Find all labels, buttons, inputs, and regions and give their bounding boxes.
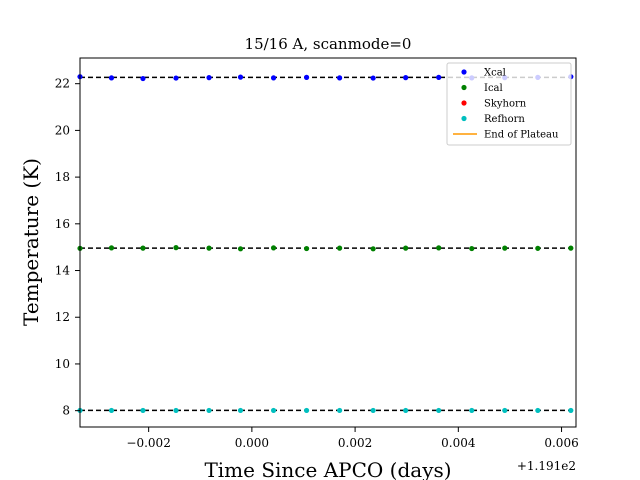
point-xcal-8 <box>337 75 343 81</box>
y-tick-label: 18 <box>55 170 70 184</box>
point-ical-1 <box>108 245 115 251</box>
point-refhorn-11 <box>436 407 442 414</box>
point-xcal-1 <box>108 75 115 81</box>
point-refhorn-7 <box>303 407 310 414</box>
legend-marker-refhorn <box>461 115 467 122</box>
x-axis-ticks: −0.002 0.000 0.002 0.004 0.006 <box>126 427 579 450</box>
legend-label: Skyhorn <box>484 99 527 110</box>
y-tick-label: 12 <box>55 310 70 324</box>
point-refhorn-8 <box>337 407 343 414</box>
point-ical-7 <box>303 245 310 252</box>
reference-lines <box>80 76 576 412</box>
y-tick-label: 22 <box>55 77 70 91</box>
point-xcal-10 <box>403 75 409 81</box>
point-ical-13 <box>502 245 508 251</box>
point-refhorn-3 <box>173 407 179 414</box>
y-tick-label: 10 <box>55 357 70 371</box>
point-xcal-11 <box>436 74 442 80</box>
point-refhorn-12 <box>469 407 475 414</box>
point-xcal-9 <box>370 75 376 81</box>
point-xcal-6 <box>270 75 277 81</box>
point-refhorn-1 <box>108 407 115 414</box>
point-ical-10 <box>403 245 409 251</box>
point-ical-11 <box>436 245 442 251</box>
point-refhorn-15 <box>568 407 574 414</box>
legend-label: Refhorn <box>484 114 525 125</box>
point-ical-12 <box>469 245 475 252</box>
legend-marker-skyhorn <box>461 100 467 106</box>
point-refhorn-5 <box>237 407 244 414</box>
x-tick-label: 0.000 <box>235 436 269 450</box>
point-ical-9 <box>370 246 376 252</box>
legend-marker-xcal <box>461 69 467 75</box>
point-refhorn-10 <box>403 407 409 414</box>
point-ical-15 <box>568 245 574 251</box>
legend-label: End of Plateau <box>484 130 559 141</box>
point-refhorn-6 <box>270 407 277 414</box>
legend-label: Ical <box>484 83 503 94</box>
point-refhorn-9 <box>370 407 376 414</box>
x-axis-offset-label: +1.191e2 <box>517 459 576 473</box>
point-refhorn-2 <box>140 407 146 414</box>
point-xcal-5 <box>237 74 244 80</box>
x-tick-label: 0.004 <box>441 436 476 450</box>
y-tick-label: 8 <box>62 404 70 418</box>
point-refhorn-13 <box>502 407 508 414</box>
y-tick-label: 14 <box>55 264 71 278</box>
y-tick-label: 20 <box>55 123 70 137</box>
x-tick-label: −0.002 <box>126 436 170 450</box>
point-refhorn-4 <box>206 407 212 414</box>
y-axis-label: Temperature (K) <box>19 158 43 326</box>
point-ical-4 <box>206 245 212 251</box>
legend-marker-ical <box>461 84 467 91</box>
y-axis-ticks: 8 10 12 14 16 18 20 22 <box>55 77 80 418</box>
point-ical-5 <box>237 246 244 252</box>
point-ical-8 <box>337 245 343 251</box>
y-tick-label: 16 <box>55 217 70 231</box>
point-xcal-3 <box>173 75 179 81</box>
x-tick-label: 0.002 <box>338 436 372 450</box>
point-ical-14 <box>535 245 541 251</box>
x-axis-label: Time Since APCO (days) <box>204 458 451 480</box>
point-ical-3 <box>173 245 179 251</box>
legend-box <box>446 62 572 146</box>
legend-label: Xcal <box>484 68 506 79</box>
x-tick-label: 0.006 <box>544 436 578 450</box>
legend-items: Xcal Ical Skyhorn Refhorn End of Plateau <box>453 68 559 141</box>
point-xcal-4 <box>206 75 212 81</box>
point-xcal-7 <box>303 74 310 80</box>
legend: Xcal Ical Skyhorn Refhorn End of Plateau <box>446 62 572 146</box>
plot-frame <box>79 57 577 428</box>
point-xcal-2 <box>140 75 146 82</box>
point-refhorn-14 <box>535 407 541 414</box>
point-ical-2 <box>140 245 146 251</box>
point-ical-6 <box>270 245 277 251</box>
chart-title: 15/16 A, scanmode=0 <box>245 35 412 53</box>
